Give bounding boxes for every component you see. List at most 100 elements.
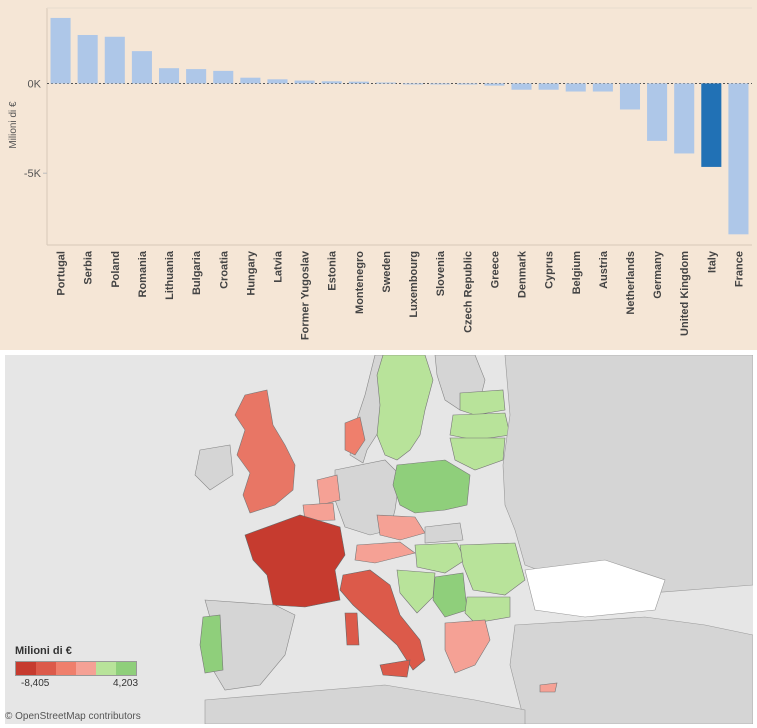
x-tick-label: Montenegro (354, 251, 366, 314)
turkey-region (509, 616, 753, 724)
x-tick-label: Lithuania (164, 250, 176, 300)
map-panel[interactable]: Milioni di € -8,405 4,203 © OpenStreetMa… (5, 355, 753, 724)
eastern-region (502, 355, 753, 596)
bar-chart: 0K -5K Milioni di € Portugal Serbia Poland Ro… (8, 7, 752, 340)
x-tick-label: France (733, 251, 745, 287)
x-tick-label: Poland (110, 251, 122, 288)
x-axis-labels: Portugal Serbia Poland Romania Lithuania Bulg… (56, 250, 746, 340)
bar-serbia[interactable] (77, 34, 98, 84)
x-tick-label: Italy (706, 250, 718, 273)
bar-cyprus[interactable] (538, 83, 559, 90)
map-legend: Milioni di € -8,405 4,203 (15, 645, 138, 689)
bar-belgium[interactable] (565, 83, 586, 92)
legend-swatch (116, 662, 136, 675)
x-tick-label: Cyprus (544, 251, 556, 289)
bar-denmark[interactable] (511, 83, 532, 90)
belgium-region[interactable] (302, 502, 336, 522)
bar-united-kingdom[interactable] (674, 83, 695, 154)
legend-min-label: -8,405 (21, 678, 50, 689)
croatia-region[interactable] (396, 569, 436, 614)
bar-lithuania[interactable] (158, 68, 180, 84)
x-tick-label: Luxembourg (408, 251, 420, 318)
bar-sweden[interactable] (375, 82, 396, 84)
bulgaria-region[interactable] (464, 596, 511, 624)
legend-swatch (76, 662, 96, 675)
legend-swatch (56, 662, 76, 675)
legend-swatches (15, 661, 137, 676)
bar-france[interactable] (728, 83, 749, 235)
y-tick-label: -5K (24, 168, 42, 180)
bar-chart-panel: 0K -5K Milioni di € Portugal Serbia Poland Ro… (0, 0, 757, 350)
y-tick-label: 0K (28, 78, 42, 90)
legend-swatch (36, 662, 56, 675)
x-tick-label: Romania (137, 250, 149, 297)
x-tick-label: Slovenia (435, 250, 447, 296)
netherlands-region[interactable] (316, 474, 341, 506)
x-tick-label: Denmark (517, 250, 529, 298)
europe-map[interactable] (5, 355, 753, 724)
legend-title: Milioni di € (15, 645, 72, 657)
bar-netherlands[interactable] (619, 83, 641, 110)
bar-hungary[interactable] (240, 77, 261, 84)
x-tick-label: Hungary (245, 250, 257, 296)
bar-greece[interactable] (484, 83, 505, 86)
sardinia-region[interactable] (344, 612, 360, 646)
bar-bulgaria[interactable] (186, 69, 207, 84)
x-tick-label: Netherlands (625, 251, 637, 315)
x-tick-label: Austria (598, 250, 610, 289)
portugal-region[interactable] (199, 614, 224, 674)
legend-max-label: 4,203 (113, 678, 139, 689)
bar-estonia[interactable] (321, 81, 342, 84)
x-tick-label: Serbia (83, 250, 95, 285)
bar-slovenia[interactable] (430, 83, 451, 85)
x-tick-label: Latvia (272, 250, 284, 283)
bar-former-yugoslav[interactable] (294, 80, 315, 84)
italy-region[interactable] (339, 569, 426, 671)
bar-romania[interactable] (131, 51, 152, 84)
ireland-region (194, 444, 234, 491)
legend-swatch (96, 662, 116, 675)
lithuania-region[interactable] (449, 437, 506, 471)
bar-austria[interactable] (592, 83, 613, 92)
austria-region[interactable] (354, 541, 416, 564)
latvia-region[interactable] (449, 412, 511, 441)
bar-montenegro[interactable] (348, 81, 369, 84)
sweden-region[interactable] (376, 355, 434, 461)
czech-region[interactable] (376, 514, 426, 541)
greece-region[interactable] (444, 619, 491, 674)
africa-region (204, 684, 526, 724)
bar-latvia[interactable] (267, 79, 288, 84)
x-tick-label: Czech Republic (462, 251, 474, 333)
slovakia-region (424, 522, 464, 544)
x-tick-label: Former Yugoslav (300, 250, 312, 340)
x-tick-label: Belgium (571, 251, 583, 295)
hungary-region[interactable] (414, 542, 466, 574)
sicily-region[interactable] (379, 659, 411, 678)
bar-luxembourg[interactable] (403, 83, 424, 85)
denmark-region[interactable] (344, 416, 366, 456)
romania-region[interactable] (459, 542, 526, 596)
bar-czech-republic[interactable] (457, 83, 478, 85)
x-tick-label: Bulgaria (191, 250, 203, 295)
united-kingdom-region[interactable] (234, 389, 296, 514)
france-region[interactable] (244, 514, 346, 608)
bar-germany[interactable] (647, 83, 668, 141)
y-axis-title: Milioni di € (8, 101, 19, 149)
x-tick-label: Estonia (327, 250, 339, 291)
x-tick-label: Germany (652, 250, 664, 299)
cyprus-region[interactable] (539, 682, 558, 693)
map-attribution[interactable]: © OpenStreetMap contributors (5, 711, 141, 722)
bar-portugal[interactable] (50, 17, 71, 84)
legend-swatch (16, 662, 36, 675)
serbia-region[interactable] (432, 572, 468, 618)
x-tick-label: United Kingdom (679, 251, 691, 336)
bars (50, 17, 749, 235)
bar-croatia[interactable] (213, 70, 234, 84)
poland-region[interactable] (392, 459, 471, 514)
estonia-region[interactable] (459, 389, 506, 416)
x-tick-label: Portugal (56, 251, 68, 296)
bar-poland[interactable] (104, 36, 125, 84)
bar-italy[interactable] (701, 83, 722, 167)
x-tick-label: Greece (489, 251, 501, 288)
x-tick-label: Sweden (381, 251, 393, 293)
